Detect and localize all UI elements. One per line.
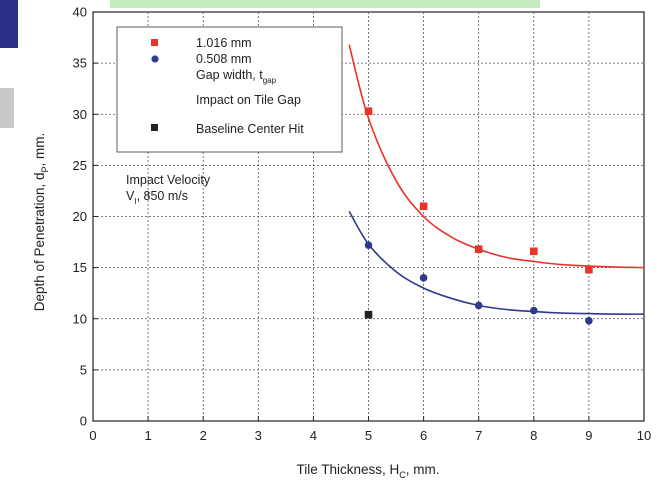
annotation-sub: I <box>134 197 136 206</box>
point-0-508-mm <box>419 274 428 282</box>
legend-marker-1016 <box>151 39 158 46</box>
x-tick-labels: 0 1 2 3 4 5 6 7 8 9 10 <box>89 428 651 443</box>
x-tick-label: 7 <box>475 428 482 443</box>
point-0-508-mm <box>530 306 538 315</box>
y-axis-title-sub: P <box>40 166 50 172</box>
legend-label-0508: 0.508 mm <box>196 52 252 66</box>
x-tick-label: 4 <box>310 428 317 443</box>
point-0-508-mm <box>474 301 483 310</box>
x-tick-label: 10 <box>637 428 651 443</box>
y-axis-title-main: Depth of Penetration, d <box>32 172 47 311</box>
y-tick-labels: 0 5 10 15 20 25 30 35 40 <box>73 5 87 429</box>
velocity-annotation: Impact Velocity VI, 850 m/s <box>126 173 211 206</box>
legend-label-baseline: Baseline Center Hit <box>196 122 304 136</box>
x-tick-label: 2 <box>200 428 207 443</box>
x-axis-title: Tile Thickness, HC, mm. <box>296 462 439 480</box>
legend-impact-label: Impact on Tile Gap <box>196 93 301 107</box>
legend-gap-text: Gap width, t <box>196 68 263 82</box>
x-tick-label: 0 <box>89 428 96 443</box>
y-tick-label: 5 <box>80 362 87 377</box>
annotation-rest: , 850 m/s <box>137 189 188 203</box>
top-green-banner <box>110 0 540 8</box>
left-edge-artifact-gray <box>0 88 14 128</box>
x-tick-label: 6 <box>420 428 427 443</box>
y-tick-label: 35 <box>73 56 87 71</box>
x-tick-label: 5 <box>365 428 372 443</box>
left-edge-artifact-blue <box>0 0 18 48</box>
annotation-line2: VI, 850 m/s <box>126 189 188 206</box>
point-1-016-mm <box>474 245 483 254</box>
point-1-016-mm <box>530 247 538 256</box>
x-tick-label: 1 <box>144 428 151 443</box>
x-axis-title-unit: , mm. <box>406 462 440 477</box>
x-axis-title-main: Tile Thickness, H <box>296 462 399 477</box>
legend-marker-baseline <box>151 124 158 131</box>
y-tick-label: 10 <box>73 311 87 326</box>
legend-gap-sub: gap <box>263 76 277 85</box>
point-1-016-mm <box>585 265 593 274</box>
y-tick-label: 15 <box>73 260 87 275</box>
y-axis-title: Depth of Penetration, dP, mm. <box>32 133 50 312</box>
x-axis-title-sub: C <box>399 470 406 480</box>
x-tick-label: 9 <box>585 428 592 443</box>
y-tick-label: 20 <box>73 209 87 224</box>
legend: 1.016 mm 0.508 mm Gap width, tgap Impact… <box>116 26 343 153</box>
fit-curve-0-508-mm <box>348 210 645 315</box>
annotation-v: V <box>126 189 135 203</box>
point-baseline-center-hit <box>364 310 373 319</box>
y-tick-label: 25 <box>73 158 87 173</box>
legend-box <box>116 26 343 153</box>
legend-gap-label: Gap width, tgap <box>196 68 277 85</box>
point-0-508-mm <box>364 241 373 249</box>
annotation-line1: Impact Velocity <box>126 173 211 187</box>
y-axis-title-unit: , mm. <box>32 133 47 167</box>
y-tick-label: 0 <box>80 414 87 429</box>
fit-curves <box>348 44 645 315</box>
x-tick-label: 3 <box>255 428 262 443</box>
plot-area: 0 1 2 3 4 5 6 7 8 9 10 0 5 10 15 20 25 30 35 40 <box>73 5 652 444</box>
point-1-016-mm <box>364 107 373 115</box>
y-tick-label: 40 <box>73 5 87 20</box>
legend-marker-0508 <box>151 55 159 63</box>
y-tick-label: 30 <box>73 107 87 122</box>
legend-label-1016: 1.016 mm <box>196 36 252 50</box>
fit-curve-1-016-mm <box>348 44 645 269</box>
x-tick-label: 8 <box>530 428 537 443</box>
data-points <box>364 107 593 325</box>
point-1-016-mm <box>419 202 428 211</box>
point-0-508-mm <box>585 316 593 325</box>
